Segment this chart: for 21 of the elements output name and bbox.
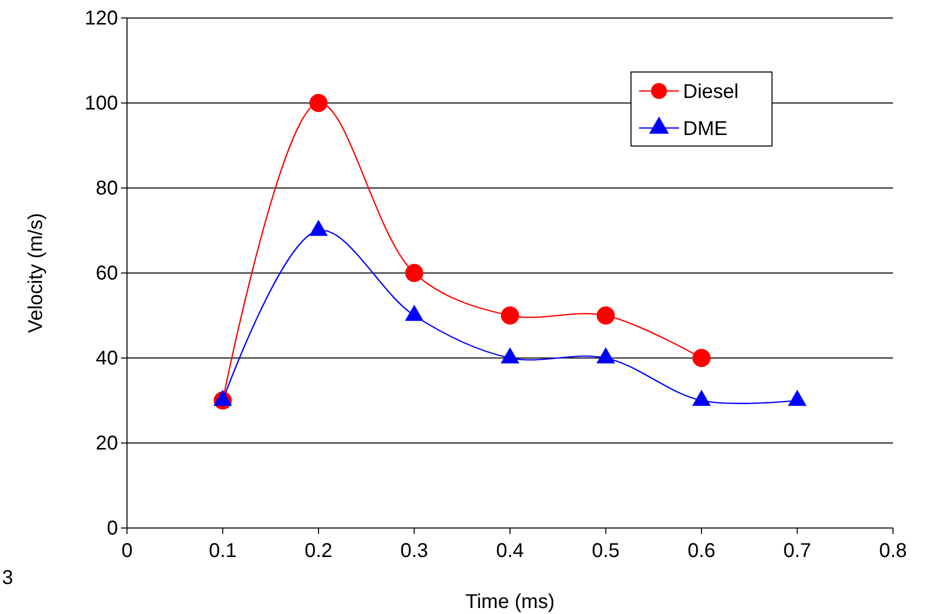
x-tick-label: 0.4 [496,540,524,562]
legend-label: DME [683,118,728,140]
x-axis-title: Time (ms) [465,591,555,613]
text: 3 [2,567,14,589]
y-tick-label: 0 [106,517,118,540]
x-tick-label: 0.1 [208,540,237,562]
x-tick-label: 0.6 [688,540,716,562]
y-tick-label: 40 [96,347,118,370]
x-tick-label: 0.5 [592,540,620,562]
y-tick-label: 100 [84,92,118,114]
y-tick-label: 20 [96,432,118,454]
x-tick-label: 0.3 [400,540,428,562]
x-tick-label: 0.8 [879,540,907,562]
y-tick-label: 120 [84,7,118,30]
x-tick-label: 0.7 [783,540,812,562]
y-tick-label: 60 [96,262,118,284]
y-tick-label: 80 [96,177,118,200]
y-axis-title: Velocity (m/s) [25,212,47,334]
x-tick-label: 0 [121,540,133,562]
legend-label: Diesel [683,81,739,103]
x-tick-label: 0.2 [304,540,332,562]
